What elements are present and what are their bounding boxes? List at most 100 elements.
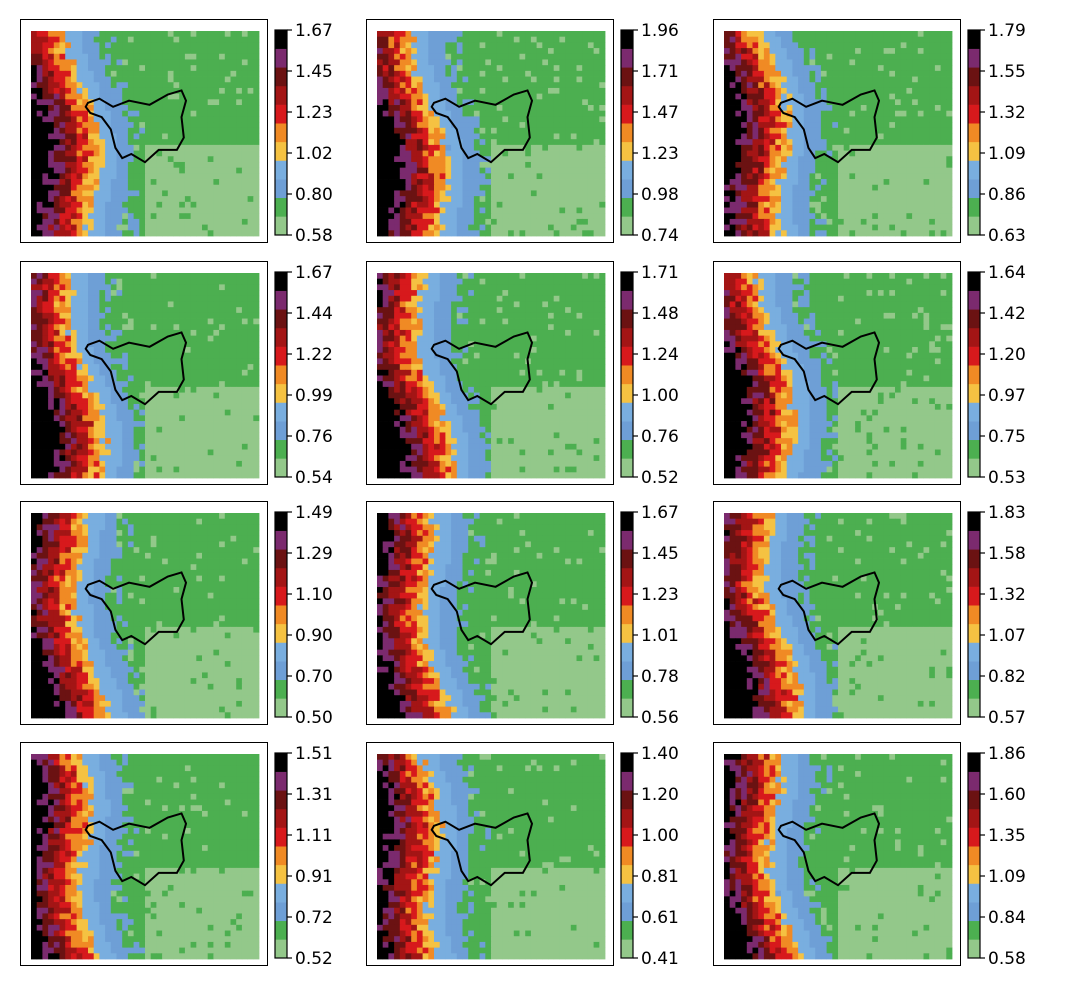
grid-cell xyxy=(860,224,867,231)
grid-cell xyxy=(434,161,441,169)
grid-cell xyxy=(213,42,220,49)
grid-cell xyxy=(758,167,765,174)
grid-cell xyxy=(156,341,163,348)
grid-cell xyxy=(388,213,395,220)
grid-cell xyxy=(548,179,555,186)
grid-cell xyxy=(763,201,770,208)
grid-cell xyxy=(173,144,180,151)
grid-cell xyxy=(59,184,66,191)
grid-cell xyxy=(752,144,759,151)
grid-cell xyxy=(31,31,38,38)
grid-cell xyxy=(792,99,799,106)
grid-cell xyxy=(485,139,492,146)
grid-cell xyxy=(513,48,520,55)
grid-cell xyxy=(394,48,401,55)
grid-cell xyxy=(866,224,873,231)
grid-cell xyxy=(439,133,446,140)
grid-cell xyxy=(105,301,112,308)
grid-cell xyxy=(422,59,429,66)
grid-cell xyxy=(741,82,748,89)
grid-cell xyxy=(88,156,95,163)
grid-cell xyxy=(496,53,503,60)
grid-cell xyxy=(196,341,203,348)
grid-cell xyxy=(202,329,209,337)
grid-cell xyxy=(496,196,503,203)
grid-cell xyxy=(162,161,169,169)
grid-cell xyxy=(792,48,799,55)
grid-cell xyxy=(59,173,66,180)
grid-cell xyxy=(530,53,537,60)
grid-cell xyxy=(860,127,867,134)
grid-cell xyxy=(241,36,248,43)
grid-cell xyxy=(917,116,924,123)
grid-cell xyxy=(559,213,566,220)
grid-cell xyxy=(900,70,907,77)
grid-cell xyxy=(496,65,503,72)
grid-cell xyxy=(53,144,60,151)
grid-cell xyxy=(565,76,572,83)
grid-cell xyxy=(548,53,555,60)
grid-cell xyxy=(405,184,412,191)
grid-cell xyxy=(219,196,226,203)
grid-cell xyxy=(70,230,77,237)
grid-cell xyxy=(36,65,43,72)
grid-cell xyxy=(116,48,123,55)
grid-cell xyxy=(162,347,169,354)
grid-cell xyxy=(399,122,406,129)
grid-cell xyxy=(133,161,140,169)
grid-cell xyxy=(59,324,66,331)
grid-cell xyxy=(508,70,515,77)
grid-cell xyxy=(42,230,49,237)
grid-cell xyxy=(167,31,174,38)
grid-cell xyxy=(843,161,850,169)
grid-cell xyxy=(445,173,452,180)
grid-cell xyxy=(599,70,606,77)
grid-cell xyxy=(150,116,157,123)
grid-cell xyxy=(451,42,458,49)
grid-cell xyxy=(473,133,480,140)
grid-cell xyxy=(31,116,38,123)
grid-cell xyxy=(576,99,583,106)
grid-cell xyxy=(479,144,486,151)
grid-cell xyxy=(798,70,805,77)
grid-cell xyxy=(530,59,537,66)
grid-cell xyxy=(769,53,776,60)
grid-cell xyxy=(48,82,55,89)
grid-cell xyxy=(451,196,458,203)
grid-cell xyxy=(855,190,862,197)
grid-cell xyxy=(36,133,43,140)
grid-cell xyxy=(224,53,231,60)
grid-cell xyxy=(792,144,799,151)
grid-cell xyxy=(230,230,237,237)
grid-cell xyxy=(173,196,180,203)
grid-cell xyxy=(405,207,412,214)
grid-cell xyxy=(411,70,418,77)
grid-cell xyxy=(428,184,435,191)
grid-cell xyxy=(462,133,469,140)
grid-cell xyxy=(36,184,43,191)
grid-cell xyxy=(473,207,480,214)
grid-cell xyxy=(508,116,515,123)
grid-cell xyxy=(184,301,191,308)
grid-cell xyxy=(110,31,117,38)
grid-cell xyxy=(815,179,822,186)
grid-cell xyxy=(912,190,919,197)
grid-cell xyxy=(502,224,509,231)
grid-cell xyxy=(247,173,254,180)
grid-cell xyxy=(553,82,560,89)
grid-cell xyxy=(241,307,248,314)
grid-cell xyxy=(190,307,197,314)
grid-cell xyxy=(445,156,452,163)
grid-cell xyxy=(70,207,77,214)
grid-cell xyxy=(82,161,89,169)
grid-cell xyxy=(872,207,879,214)
grid-cell xyxy=(219,65,226,72)
grid-cell xyxy=(405,48,412,55)
grid-cell xyxy=(116,31,123,38)
grid-cell xyxy=(59,301,66,308)
grid-cell xyxy=(900,144,907,151)
grid-cell xyxy=(775,213,782,220)
grid-cell xyxy=(860,173,867,180)
grid-cell xyxy=(946,42,953,49)
grid-cell xyxy=(912,42,919,49)
